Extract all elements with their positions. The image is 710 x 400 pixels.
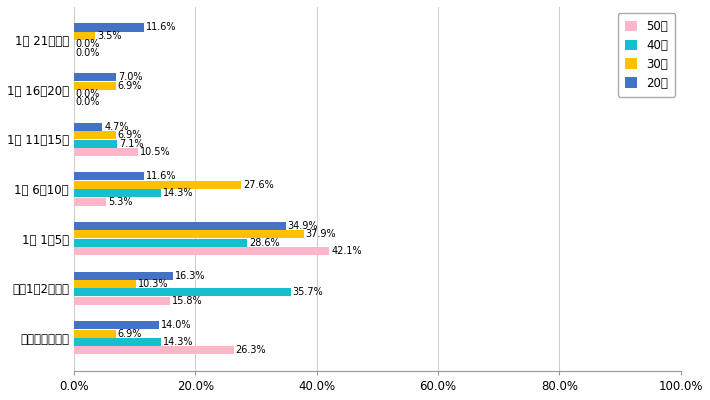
Bar — [74, 346, 234, 354]
Bar — [74, 140, 117, 148]
Text: 10.5%: 10.5% — [139, 147, 170, 157]
Bar — [74, 321, 159, 329]
Bar — [74, 297, 170, 305]
Text: 6.9%: 6.9% — [118, 130, 142, 140]
Text: 11.6%: 11.6% — [146, 22, 177, 32]
Text: 3.5%: 3.5% — [97, 31, 121, 41]
Text: 14.3%: 14.3% — [163, 188, 193, 198]
Text: 15.8%: 15.8% — [172, 296, 202, 306]
Legend: 50代, 40代, 30代, 20代: 50代, 40代, 30代, 20代 — [618, 13, 675, 97]
Bar — [74, 338, 160, 346]
Bar — [74, 280, 136, 288]
Text: 5.3%: 5.3% — [108, 197, 133, 207]
Bar — [74, 82, 116, 90]
Text: 28.6%: 28.6% — [249, 238, 280, 248]
Text: 0.0%: 0.0% — [76, 48, 100, 58]
Text: 34.9%: 34.9% — [288, 221, 318, 231]
Text: 6.9%: 6.9% — [118, 329, 142, 339]
Text: 27.6%: 27.6% — [244, 180, 274, 190]
Bar — [74, 288, 290, 296]
Text: 0.0%: 0.0% — [76, 98, 100, 108]
Text: 7.1%: 7.1% — [119, 138, 143, 148]
Bar — [74, 181, 241, 189]
Text: 6.9%: 6.9% — [118, 80, 142, 90]
Bar — [74, 230, 304, 238]
Bar — [74, 73, 116, 81]
Text: 10.3%: 10.3% — [138, 279, 169, 289]
Bar — [74, 222, 285, 230]
Bar — [74, 123, 102, 131]
Bar — [74, 189, 160, 197]
Bar — [74, 172, 144, 180]
Bar — [74, 32, 95, 40]
Text: 11.6%: 11.6% — [146, 171, 177, 181]
Bar — [74, 239, 248, 247]
Bar — [74, 24, 144, 32]
Text: 26.3%: 26.3% — [235, 346, 266, 356]
Bar — [74, 198, 106, 206]
Bar — [74, 131, 116, 139]
Bar — [74, 272, 173, 280]
Text: 42.1%: 42.1% — [332, 246, 362, 256]
Text: 14.0%: 14.0% — [160, 320, 191, 330]
Text: 37.9%: 37.9% — [306, 229, 337, 239]
Text: 7.0%: 7.0% — [119, 72, 143, 82]
Bar — [74, 247, 329, 255]
Bar — [74, 330, 116, 338]
Text: 0.0%: 0.0% — [76, 39, 100, 49]
Text: 0.0%: 0.0% — [76, 89, 100, 99]
Text: 14.3%: 14.3% — [163, 337, 193, 347]
Text: 16.3%: 16.3% — [175, 270, 205, 280]
Text: 4.7%: 4.7% — [104, 122, 129, 132]
Text: 35.7%: 35.7% — [293, 288, 323, 298]
Bar — [74, 148, 138, 156]
